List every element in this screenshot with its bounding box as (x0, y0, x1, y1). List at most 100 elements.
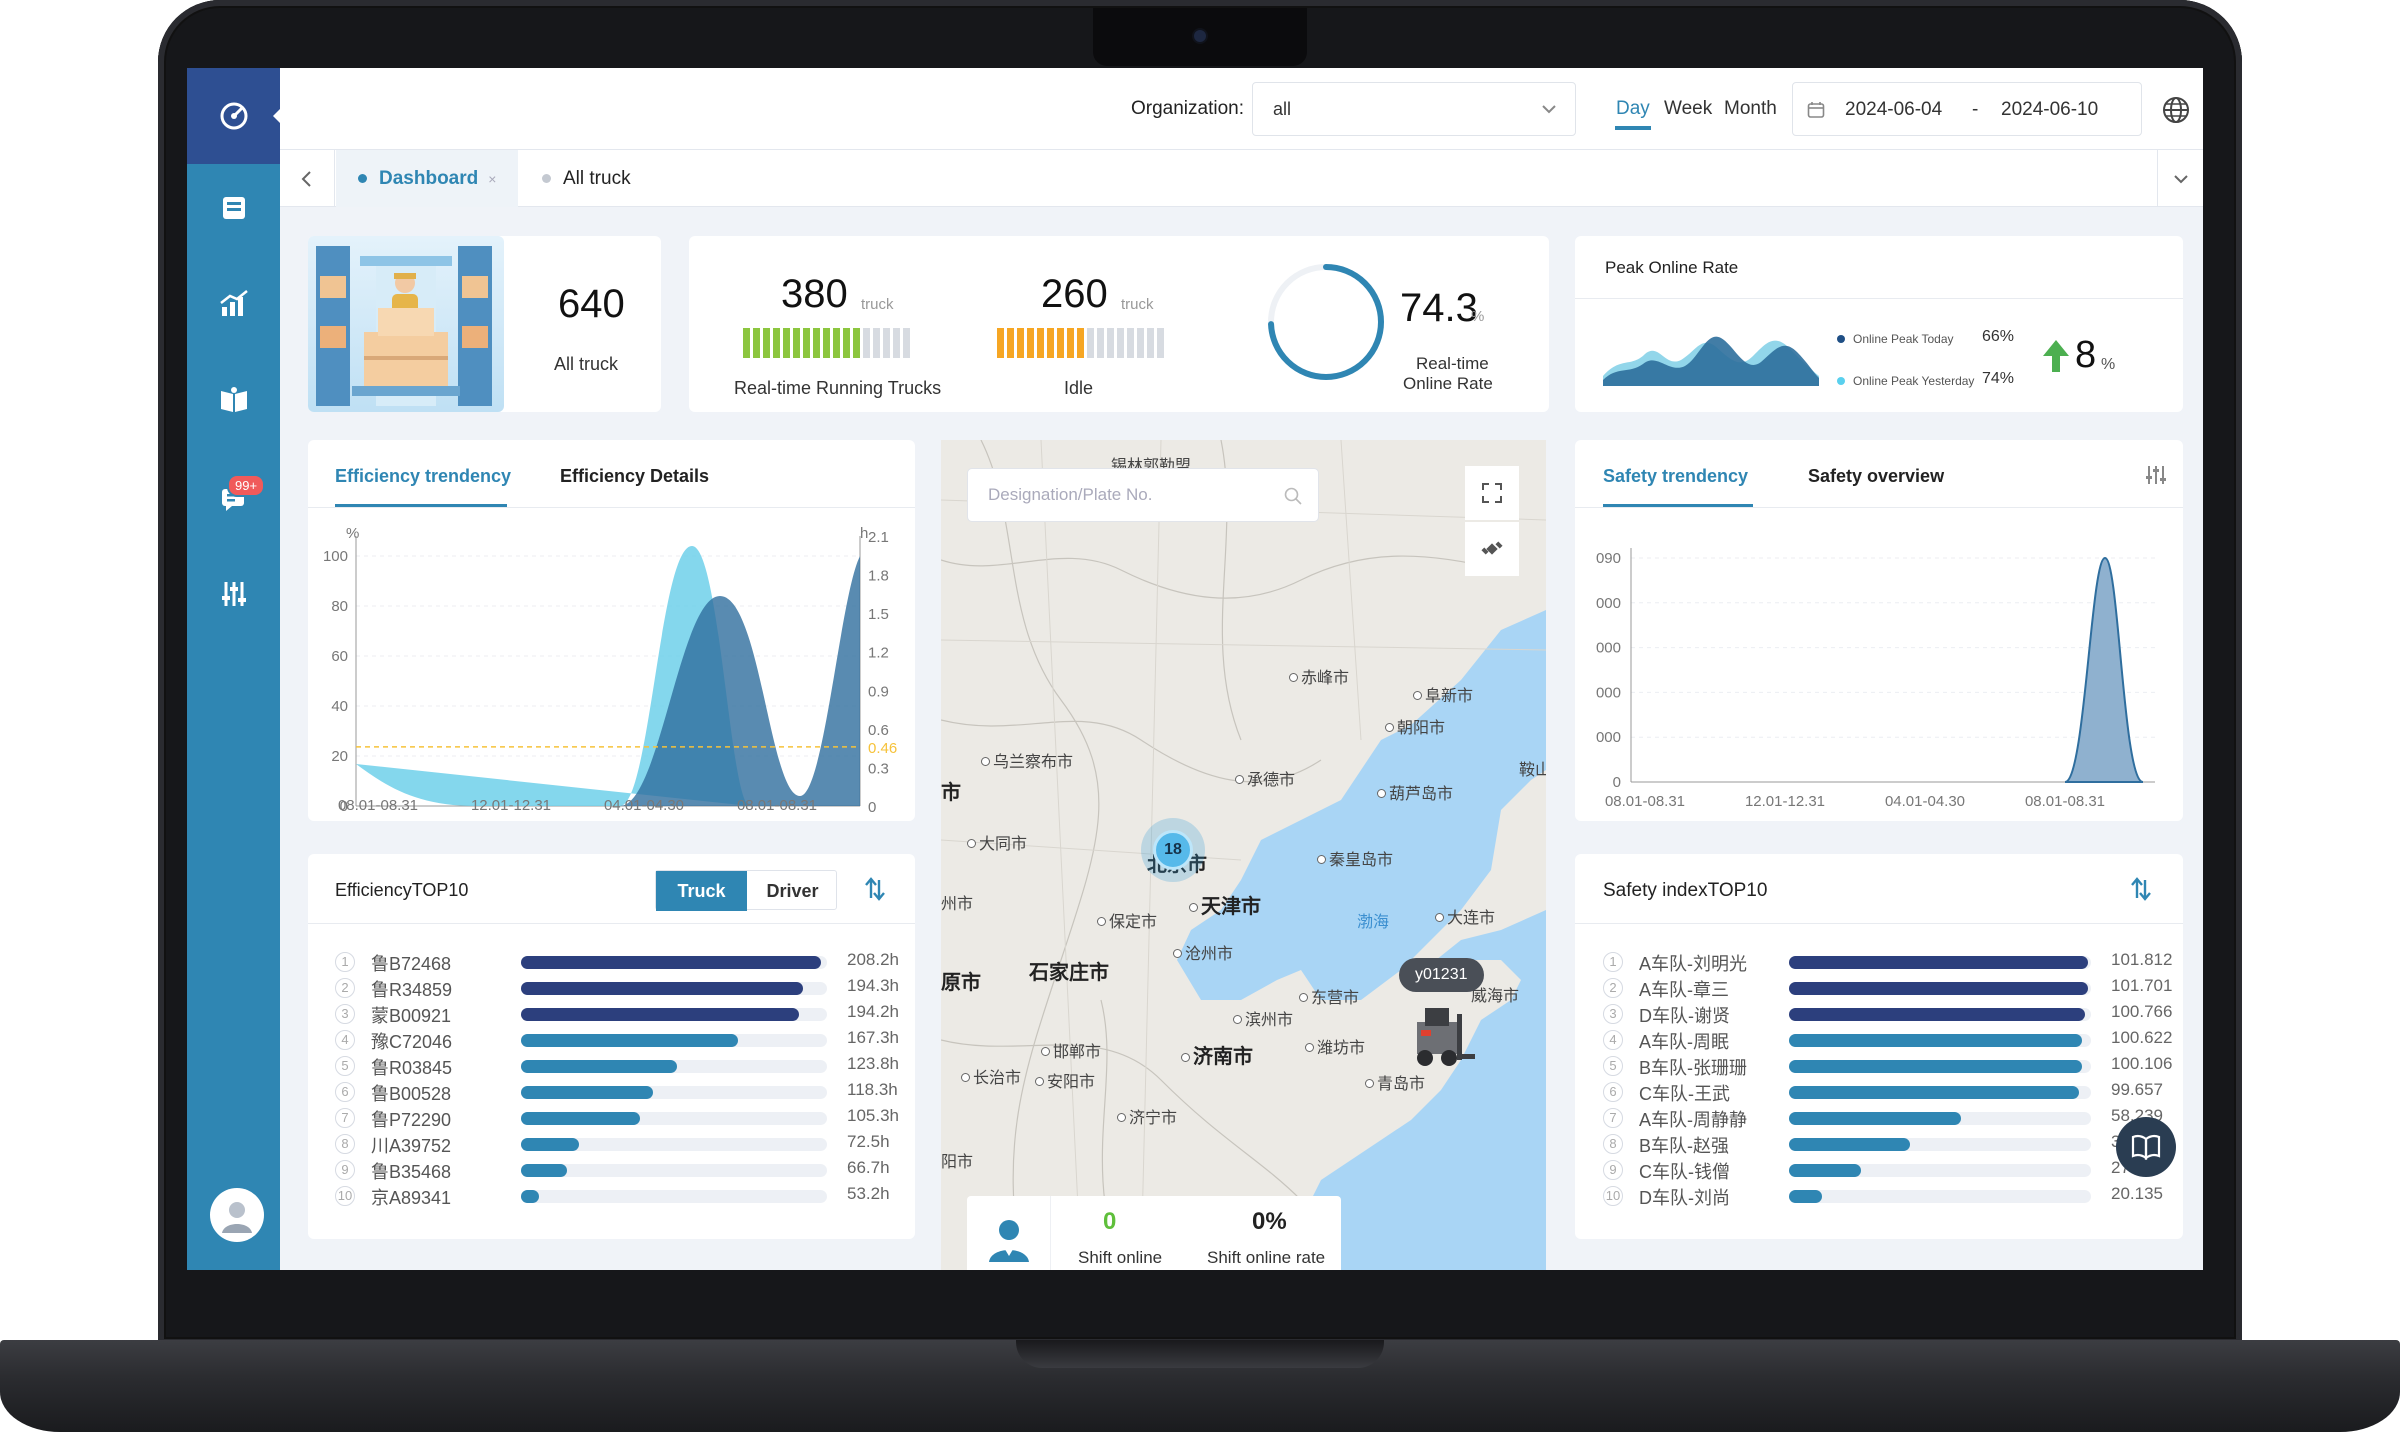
laptop-base-lip (1016, 1340, 1384, 1368)
online-rate-label-1: Real-time (1416, 354, 1489, 373)
series-risk-factor (2064, 556, 2144, 783)
map-panel[interactable]: 锡林郭勒盟赤峰市阜新市朝阳市乌兰察布市承德市葫芦岛市鞍山市大同市北京市秦皇岛市州… (941, 440, 1546, 1270)
shift-online-label: Shift online (1078, 1248, 1163, 1267)
plate-search-input[interactable]: Designation/Plate No. (967, 468, 1319, 522)
rank-number: 1 (1603, 952, 1623, 972)
left-tick: 60 (331, 648, 348, 665)
sidebar-item-records[interactable] (187, 178, 280, 238)
sidebar-item-messages[interactable]: 99+ (187, 468, 280, 528)
list-item[interactable]: 10 D车队-刘尚 20.135 (1603, 1184, 2201, 1210)
sidebar-item-dashboard[interactable] (187, 68, 280, 164)
list-item[interactable]: 7 A车队-周静静 58.239 (1603, 1106, 2201, 1132)
map-city-label: 阜新市 (1413, 682, 1473, 706)
x-tick: 12.01-12.31 (1745, 793, 1825, 810)
globe-icon[interactable] (2162, 96, 2190, 124)
vehicle-cluster[interactable]: 18 (1141, 818, 1205, 882)
date-separator: - (1972, 99, 1979, 120)
list-item[interactable]: 6 鲁B00528 118.3h (335, 1080, 937, 1106)
sidebar-item-analytics[interactable] (187, 274, 280, 334)
list-item[interactable]: 9 鲁B35468 66.7h (335, 1158, 937, 1184)
map-layer-button[interactable] (1465, 522, 1519, 576)
rank-bar-fill (1789, 1008, 2085, 1021)
rank-bar-fill (521, 1008, 800, 1021)
toggle-truck[interactable]: Truck (656, 871, 747, 911)
avatar[interactable] (210, 1188, 264, 1242)
tab-efficiency-trendency[interactable]: Efficiency trendency (335, 466, 512, 486)
sidebar: 99+ (187, 68, 281, 1270)
rank-bar-fill (1789, 1138, 1910, 1151)
filter-icon[interactable] (2145, 464, 2167, 486)
rank-number: 6 (1603, 1082, 1623, 1102)
idle-segment (1107, 328, 1114, 358)
tab-dashboard[interactable]: Dashboard × (336, 150, 518, 207)
list-item[interactable]: 1 鲁B72468 208.2h (335, 950, 937, 976)
list-item[interactable]: 3 D车队-谢贤 100.766 (1603, 1002, 2201, 1028)
map-fullscreen-button[interactable] (1465, 466, 1519, 520)
help-book-button[interactable] (2116, 1117, 2176, 1177)
list-item[interactable]: 4 A车队-周眠 100.622 (1603, 1028, 2201, 1054)
tab-scroll-left[interactable] (280, 150, 335, 207)
tab-close-icon[interactable]: × (488, 170, 497, 187)
list-item[interactable]: 2 鲁R34859 194.3h (335, 976, 937, 1002)
x-tick: 04.01-04.30 (1885, 793, 1965, 810)
forklift-icon[interactable] (1403, 1000, 1477, 1074)
rank-bar-fill (1789, 1060, 2082, 1073)
efficiency-top10-divider (308, 923, 915, 924)
list-item[interactable]: 5 鲁R03845 123.8h (335, 1054, 937, 1080)
idle-unit: truck (1121, 296, 1154, 313)
list-item[interactable]: 8 川A39752 72.5h (335, 1132, 937, 1158)
chart-icon (219, 290, 248, 316)
map-city-label: 石家庄市 (1029, 962, 1109, 984)
date-range-picker[interactable]: 2024-06-04 - 2024-06-10 (1792, 82, 2142, 136)
map-city-label: 邯郸市 (1041, 1038, 1101, 1062)
rank-value: 105.3h (847, 1106, 899, 1125)
rank-name: 蒙B00921 (371, 1006, 452, 1026)
list-item[interactable]: 3 蒙B00921 194.2h (335, 1002, 937, 1028)
running-unit: truck (861, 296, 894, 313)
rank-bar-fill (1789, 1112, 1962, 1125)
peak-change-unit: % (2101, 356, 2116, 373)
list-item[interactable]: 4 豫C72046 167.3h (335, 1028, 937, 1054)
tab-safety-overview[interactable]: Safety overview (1808, 466, 1945, 486)
tab-safety-trendency[interactable]: Safety trendency (1603, 466, 1749, 486)
running-segment (803, 328, 810, 358)
idle-segment (1047, 328, 1054, 358)
tab-more-button[interactable] (2157, 150, 2203, 207)
average-value-label: 0.46 (868, 740, 897, 757)
all-truck-card[interactable]: 640 All truck (308, 236, 661, 412)
peak-online-card: Peak Online Rate Online Peak Today 66% O… (1575, 236, 2183, 412)
tab-all-truck[interactable]: All truck (520, 150, 670, 207)
sidebar-item-guide[interactable] (187, 370, 280, 430)
sort-icon[interactable] (2130, 876, 2152, 902)
search-icon (1284, 487, 1302, 505)
period-day[interactable]: Day (1616, 98, 1650, 119)
rank-bar-track (1789, 1138, 2091, 1151)
arrow-up-icon (2043, 340, 2069, 372)
list-item[interactable]: 2 A车队-章三 101.701 (1603, 976, 2201, 1002)
rank-bar-fill (521, 1034, 739, 1047)
list-item[interactable]: 5 B车队-张珊珊 100.106 (1603, 1054, 2201, 1080)
rank-name: C车队-王武 (1639, 1084, 1730, 1104)
list-item[interactable]: 10 京A89341 53.2h (335, 1184, 937, 1210)
tab-efficiency-details[interactable]: Efficiency Details (560, 466, 710, 486)
rank-number: 1 (335, 952, 355, 972)
period-month[interactable]: Month (1724, 98, 1777, 119)
list-item[interactable]: 7 鲁P72290 105.3h (335, 1106, 937, 1132)
peak-online-wave (1603, 336, 1819, 386)
rank-bar-fill (521, 1164, 567, 1177)
toggle-driver[interactable]: Driver (766, 881, 819, 901)
right-tick: 2.1 (868, 529, 889, 546)
sidebar-item-settings[interactable] (187, 564, 280, 624)
tab-all-truck-label: All truck (563, 167, 631, 189)
list-item[interactable]: 6 C车队-王武 99.657 (1603, 1080, 2201, 1106)
rank-number: 7 (335, 1108, 355, 1128)
organization-select[interactable]: all (1252, 82, 1576, 136)
rank-name: B车队-赵强 (1639, 1136, 1729, 1156)
list-item[interactable]: 1 A车队-刘明光 101.812 (1603, 950, 2201, 976)
period-week[interactable]: Week (1664, 98, 1713, 119)
sort-icon[interactable] (864, 876, 886, 902)
rank-number: 4 (335, 1030, 355, 1050)
chevron-down-icon (2173, 174, 2188, 183)
